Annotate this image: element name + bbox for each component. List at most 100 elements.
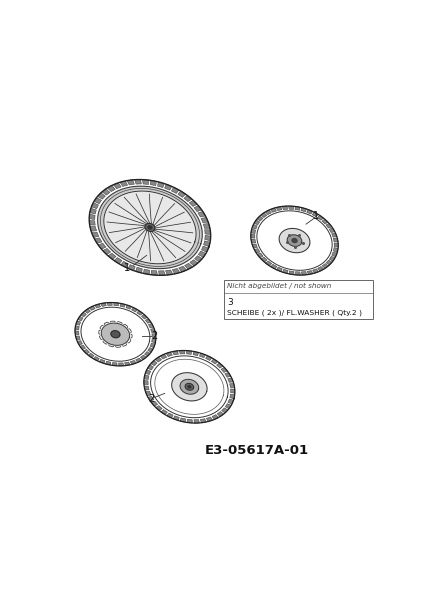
Polygon shape: [231, 389, 235, 393]
Polygon shape: [131, 307, 137, 312]
Polygon shape: [148, 365, 153, 370]
Polygon shape: [282, 206, 288, 209]
Polygon shape: [228, 399, 234, 404]
Polygon shape: [75, 331, 79, 335]
Polygon shape: [194, 206, 202, 212]
Polygon shape: [137, 311, 143, 315]
Polygon shape: [312, 269, 319, 273]
Polygon shape: [329, 256, 335, 261]
Polygon shape: [111, 331, 120, 338]
Polygon shape: [312, 212, 318, 217]
Polygon shape: [75, 326, 79, 330]
Polygon shape: [90, 208, 96, 214]
Polygon shape: [145, 223, 155, 232]
Polygon shape: [80, 345, 86, 350]
Polygon shape: [180, 418, 186, 422]
Polygon shape: [106, 361, 111, 365]
Polygon shape: [289, 271, 294, 275]
Polygon shape: [114, 302, 119, 306]
Polygon shape: [113, 183, 121, 189]
Polygon shape: [206, 417, 213, 422]
Polygon shape: [252, 244, 257, 248]
Polygon shape: [125, 362, 130, 365]
Polygon shape: [254, 220, 260, 225]
Polygon shape: [93, 356, 99, 361]
Polygon shape: [98, 243, 106, 249]
Polygon shape: [81, 307, 150, 361]
Polygon shape: [251, 234, 255, 238]
Polygon shape: [187, 419, 192, 423]
Polygon shape: [318, 266, 324, 271]
Polygon shape: [172, 268, 180, 274]
Polygon shape: [142, 179, 148, 184]
Polygon shape: [151, 356, 228, 418]
Polygon shape: [76, 321, 81, 325]
Polygon shape: [230, 394, 235, 399]
Polygon shape: [150, 343, 155, 347]
Polygon shape: [261, 213, 267, 218]
Polygon shape: [332, 252, 337, 257]
Polygon shape: [159, 271, 165, 275]
Polygon shape: [144, 375, 149, 380]
Polygon shape: [167, 413, 173, 418]
Polygon shape: [193, 352, 198, 356]
Polygon shape: [190, 260, 198, 266]
Polygon shape: [151, 329, 155, 332]
Polygon shape: [257, 253, 263, 258]
Text: 1: 1: [124, 263, 130, 274]
Polygon shape: [101, 303, 106, 307]
Polygon shape: [89, 220, 95, 225]
Polygon shape: [178, 191, 186, 197]
Polygon shape: [140, 355, 146, 359]
Polygon shape: [301, 272, 307, 275]
Polygon shape: [276, 206, 282, 211]
Polygon shape: [94, 197, 101, 204]
Polygon shape: [179, 266, 187, 272]
Polygon shape: [75, 336, 80, 340]
Polygon shape: [152, 338, 156, 343]
Polygon shape: [101, 323, 130, 346]
Polygon shape: [180, 379, 198, 394]
Polygon shape: [84, 349, 89, 354]
Polygon shape: [252, 224, 257, 229]
Polygon shape: [283, 269, 288, 274]
Polygon shape: [194, 419, 199, 423]
Polygon shape: [128, 265, 135, 271]
Polygon shape: [201, 246, 209, 252]
Polygon shape: [271, 208, 276, 212]
Polygon shape: [296, 272, 301, 275]
Polygon shape: [121, 262, 128, 268]
Polygon shape: [230, 383, 234, 388]
Polygon shape: [322, 263, 328, 268]
Polygon shape: [85, 309, 90, 313]
Polygon shape: [188, 386, 191, 388]
Polygon shape: [136, 267, 142, 273]
Polygon shape: [329, 228, 335, 233]
Polygon shape: [88, 353, 94, 358]
Polygon shape: [127, 180, 134, 185]
Polygon shape: [307, 209, 312, 214]
Polygon shape: [279, 229, 310, 253]
Polygon shape: [81, 312, 86, 317]
Polygon shape: [95, 304, 100, 308]
Polygon shape: [195, 256, 202, 262]
Bar: [224, 280, 374, 319]
Polygon shape: [186, 350, 192, 355]
Polygon shape: [135, 179, 141, 184]
Polygon shape: [152, 334, 156, 338]
Polygon shape: [155, 357, 162, 362]
Polygon shape: [99, 359, 105, 364]
Polygon shape: [104, 191, 196, 264]
Polygon shape: [251, 239, 256, 243]
Polygon shape: [205, 235, 211, 241]
Text: 3: 3: [227, 298, 233, 307]
Polygon shape: [289, 206, 293, 209]
Polygon shape: [151, 401, 158, 406]
Polygon shape: [198, 211, 206, 217]
Polygon shape: [148, 397, 154, 401]
Polygon shape: [199, 353, 205, 358]
Polygon shape: [173, 351, 179, 355]
Polygon shape: [165, 184, 172, 190]
Polygon shape: [200, 419, 206, 423]
Polygon shape: [172, 373, 207, 401]
